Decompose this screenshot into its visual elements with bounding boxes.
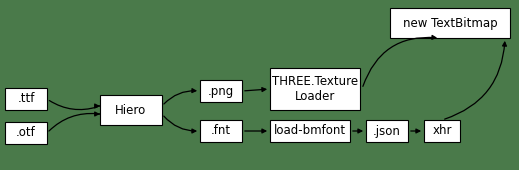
FancyBboxPatch shape <box>424 120 460 142</box>
FancyBboxPatch shape <box>5 122 47 144</box>
Text: .ttf: .ttf <box>17 92 35 106</box>
Text: .otf: .otf <box>16 126 36 140</box>
FancyBboxPatch shape <box>5 88 47 110</box>
FancyBboxPatch shape <box>366 120 408 142</box>
Text: load-bmfont: load-bmfont <box>274 124 346 138</box>
Text: Hiero: Hiero <box>115 104 147 116</box>
Text: .fnt: .fnt <box>211 124 231 138</box>
FancyBboxPatch shape <box>100 95 162 125</box>
FancyBboxPatch shape <box>270 120 350 142</box>
FancyBboxPatch shape <box>390 8 510 38</box>
Text: .json: .json <box>373 124 401 138</box>
Text: THREE.Texture
Loader: THREE.Texture Loader <box>272 75 358 103</box>
FancyBboxPatch shape <box>270 68 360 110</box>
Text: xhr: xhr <box>432 124 452 138</box>
Text: .png: .png <box>208 84 234 98</box>
FancyBboxPatch shape <box>200 120 242 142</box>
Text: new TextBitmap: new TextBitmap <box>403 16 497 30</box>
FancyBboxPatch shape <box>200 80 242 102</box>
